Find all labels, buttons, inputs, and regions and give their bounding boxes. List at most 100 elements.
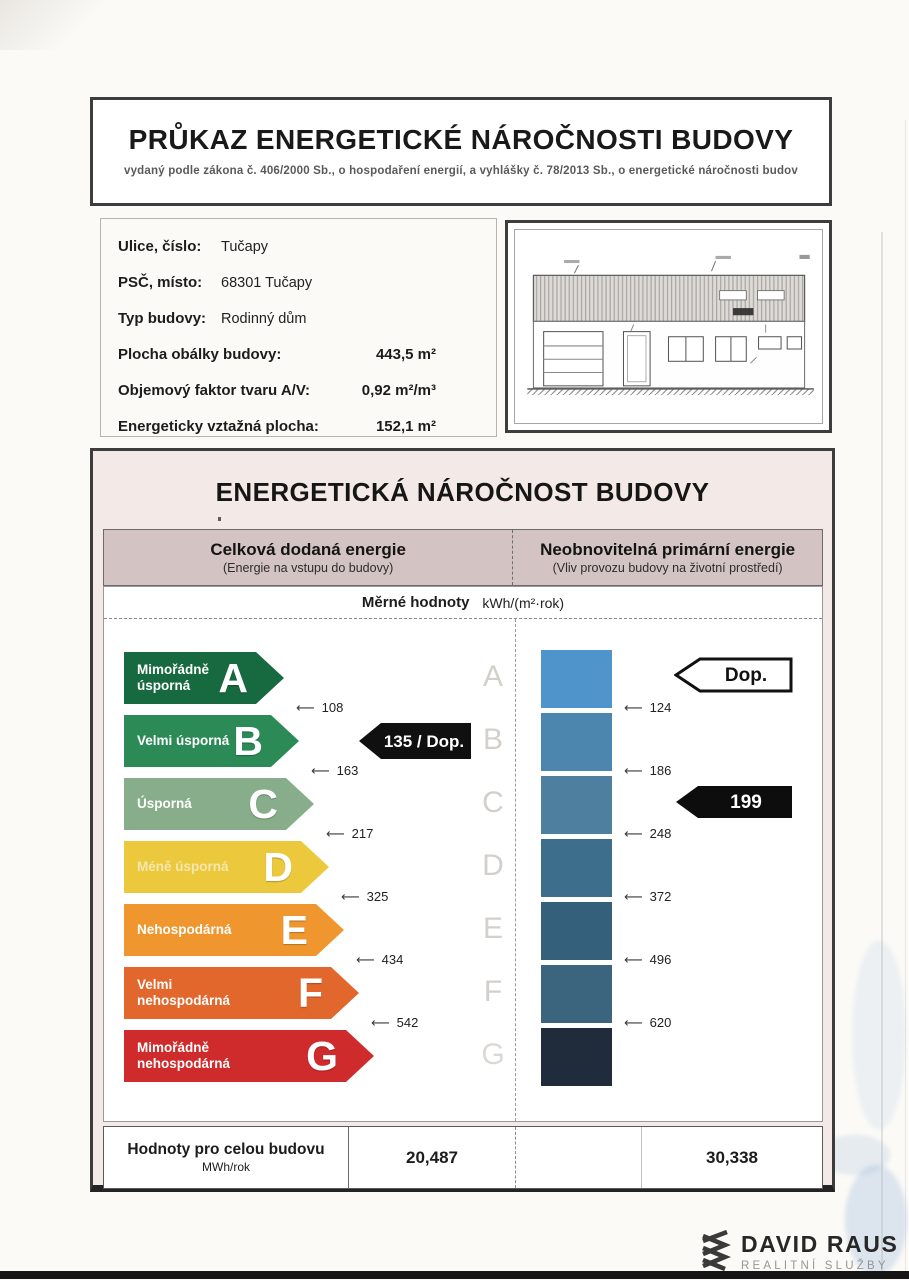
info-value: Rodinný dům [221, 311, 307, 327]
column-header-delivered: Celková dodaná energie (Energie na vstup… [104, 530, 514, 585]
class-arrow-G: Mimořádně nehospodárná G [124, 1030, 374, 1082]
info-label: Ulice, číslo: [118, 238, 202, 255]
units-row: Měrné hodnoty kWh/(m²·rok) [104, 587, 822, 619]
brand-text: DAVID RAUS REALITNÍ SLUŽBY [741, 1231, 898, 1272]
certificate-title: PRŮKAZ ENERGETICKÉ NÁROČNOSTI BUDOVY [128, 124, 794, 155]
class-letter: D [263, 843, 293, 890]
primary-energy-recommended-marker: Dop. [674, 657, 793, 693]
threshold-marker: ⟵ 542 [371, 1015, 418, 1031]
threshold-value: 248 [649, 826, 672, 841]
class-arrow-B: Velmi úsporná B [124, 715, 299, 767]
threshold-marker: ⟵ 434 [356, 952, 403, 968]
ghost-letter: B [482, 723, 503, 756]
building-elevation-drawing [514, 229, 823, 424]
info-row-street: Ulice, číslo: Tučapy [118, 238, 496, 274]
info-label: Objemový faktor tvaru A/V: [118, 382, 310, 399]
ghost-letter: G [481, 1038, 505, 1071]
threshold-marker: ⟵ 620 [624, 1015, 671, 1031]
delivered-energy-marker-value: 135 / Dop. [384, 732, 464, 751]
brand-subtitle: REALITNÍ SLUŽBY [741, 1260, 889, 1272]
building-info-box: Ulice, číslo: Tučapy PSČ, místo: 68301 T… [100, 218, 497, 437]
scan-dot-artifact [218, 517, 221, 521]
ghost-letter: C [482, 786, 504, 819]
totals-empty-cell [516, 1127, 642, 1188]
left-arrow-icon: ⟵ [624, 701, 643, 716]
scan-fold-artifact [0, 0, 110, 50]
class-arrow-A: Mimořádně úsporná A [124, 652, 284, 704]
threshold-value: 108 [321, 700, 344, 715]
column-header-title: Celková dodaná energie [210, 540, 406, 559]
page-edge-line [905, 120, 906, 1272]
threshold-marker: ⟵ 248 [624, 826, 671, 842]
left-arrow-icon: ⟵ [341, 890, 360, 905]
totals-label: Hodnoty pro celou budovu [127, 1141, 325, 1158]
threshold-marker: ⟵ 372 [624, 889, 671, 905]
primary-energy-bar [541, 650, 612, 708]
class-letter: A [218, 654, 248, 701]
left-arrow-icon: ⟵ [624, 953, 643, 968]
class-label: Velmi úsporná [137, 733, 230, 749]
info-value: 443,5 m² [375, 346, 436, 363]
primary-energy-bar [541, 713, 612, 771]
primary-energy-marker-value: 199 [730, 792, 762, 813]
info-row-reference-area: Energeticky vztažná plocha: 152,1 m² [118, 418, 496, 454]
left-arrow-icon: ⟵ [371, 1016, 390, 1031]
info-value: 0,92 m²/m³ [361, 382, 436, 399]
info-row-type: Typ budovy: Rodinný dům [118, 310, 496, 346]
threshold-value: 325 [366, 889, 389, 904]
class-label: Velmi nehospodárná [137, 977, 231, 1008]
class-letter: E [280, 906, 308, 953]
threshold-value: 496 [649, 952, 672, 967]
threshold-value: 217 [351, 826, 374, 841]
page-edge-line [881, 232, 883, 1272]
primary-energy-bar [541, 839, 612, 897]
class-arrow-E: Nehospodárná E [124, 904, 344, 956]
primary-energy-bar [541, 776, 612, 834]
info-label: Plocha obálky budovy: [118, 346, 282, 363]
totals-label-cell: Hodnoty pro celou budovu MWh/rok [104, 1127, 349, 1188]
left-arrow-icon: ⟵ [624, 827, 643, 842]
rating-panel: Měrné hodnoty kWh/(m²·rok) Mimořádně úsp… [103, 586, 823, 1122]
class-arrow-D: Méně úsporná D [124, 841, 329, 893]
threshold-value: 542 [396, 1015, 419, 1030]
rating-chart: Mimořádně úsporná A Velmi úsporná B Úspo… [104, 619, 822, 1121]
info-value: Tučapy [221, 239, 269, 255]
threshold-marker: ⟵ 186 [624, 763, 671, 779]
building-drawing-box [505, 220, 832, 433]
info-row-av-factor: Objemový faktor tvaru A/V: 0,92 m²/m³ [118, 382, 496, 418]
primary-energy-bar [541, 902, 612, 960]
threshold-marker: ⟵ 325 [341, 889, 388, 905]
ghost-letter: D [482, 849, 504, 882]
ghost-letter: A [482, 660, 503, 693]
class-label: Úsporná [137, 796, 192, 812]
certificate-subtitle: vydaný podle zákona č. 406/2000 Sb., o h… [123, 165, 799, 177]
info-label: Energeticky vztažná plocha: [118, 418, 319, 435]
class-letter: F [297, 969, 323, 1016]
threshold-value: 186 [649, 763, 672, 778]
info-row-envelope-area: Plocha obálky budovy: 443,5 m² [118, 346, 496, 382]
threshold-value: 163 [336, 763, 359, 778]
class-letter: G [306, 1032, 338, 1079]
ghost-letter: F [483, 975, 503, 1008]
info-row-zip: PSČ, místo: 68301 Tučapy [118, 274, 496, 310]
threshold-marker: ⟵ 496 [624, 952, 671, 968]
class-letter: B [233, 717, 263, 764]
totals-delivered-value: 20,487 [349, 1127, 516, 1188]
primary-energy-bar [541, 1028, 612, 1086]
scan-smudge [845, 1165, 907, 1275]
threshold-value: 434 [381, 952, 404, 967]
threshold-marker: ⟵ 217 [326, 826, 373, 842]
column-divider-dashed [515, 619, 516, 1121]
threshold-value: 372 [649, 889, 672, 904]
energy-performance-section: ENERGETICKÁ NÁROČNOST BUDOVY Celková dod… [90, 448, 835, 1192]
column-header-primary: Neobnovitelná primární energie (Vliv pro… [513, 530, 822, 585]
class-letter: C [248, 780, 278, 827]
primary-energy-marker: 199 [676, 786, 792, 818]
threshold-value: 124 [649, 700, 672, 715]
threshold-marker: ⟵ 124 [624, 700, 671, 716]
threshold-marker: ⟵ 108 [296, 700, 343, 716]
class-label: Mimořádně úsporná [137, 662, 210, 693]
left-arrow-icon: ⟵ [296, 701, 315, 716]
info-value: 68301 Tučapy [221, 275, 313, 291]
ghost-letter: E [482, 912, 503, 945]
